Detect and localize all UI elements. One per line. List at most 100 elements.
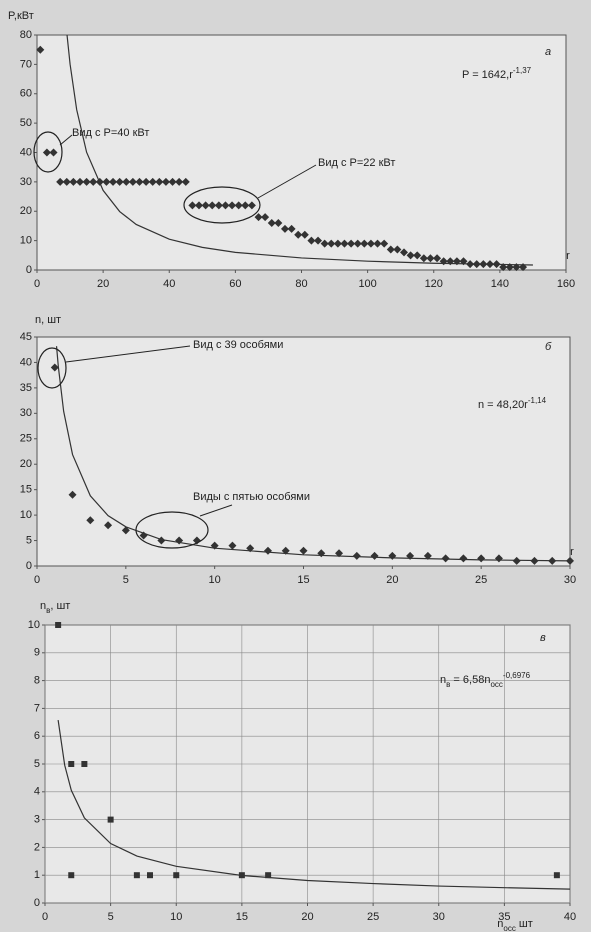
point — [459, 554, 468, 563]
point — [254, 213, 263, 222]
x-axis-title: r — [566, 250, 570, 262]
trend-line — [55, 346, 570, 562]
y-tick-label: 4 — [34, 786, 40, 798]
annotation: Вид с Р=22 кВт — [318, 157, 395, 169]
equation-part: в — [446, 680, 450, 689]
point — [419, 254, 428, 263]
point — [333, 239, 342, 248]
plot-area — [36, 34, 567, 271]
y-axis-title: P,кВт — [8, 10, 34, 22]
point — [173, 872, 180, 879]
connector — [199, 504, 233, 517]
point — [109, 177, 118, 186]
point — [267, 219, 276, 227]
x-axis-title-part: r — [570, 546, 574, 558]
equation-part: P = 1642,r — [462, 69, 513, 81]
point — [261, 213, 270, 222]
x-tick-label: 0 — [34, 574, 40, 586]
point — [89, 177, 98, 186]
x-tick-label: 35 — [498, 911, 510, 923]
point — [340, 239, 349, 248]
y-tick-label: 15 — [20, 484, 32, 496]
point — [50, 363, 59, 372]
highlight-ellipse — [33, 131, 63, 173]
x-tick-label: 20 — [301, 911, 313, 923]
y-tick-label: 7 — [34, 702, 40, 714]
point — [314, 236, 323, 245]
equation-part: -0,6976 — [503, 671, 531, 680]
y-axis-title: nв, шт — [40, 600, 70, 615]
y-tick-label: 40 — [20, 146, 32, 158]
plot-area — [36, 336, 571, 567]
point — [433, 254, 442, 263]
point — [68, 872, 75, 879]
x-tick-label: 30 — [433, 911, 445, 923]
point — [42, 148, 51, 157]
point — [175, 177, 184, 186]
point — [107, 816, 114, 823]
highlight-ellipse — [135, 511, 209, 549]
point — [423, 551, 432, 560]
point — [68, 490, 77, 499]
point — [287, 224, 296, 233]
x-tick-label: 60 — [229, 278, 241, 290]
x-tick-label: 10 — [209, 574, 221, 586]
y-tick-label: 5 — [26, 534, 32, 546]
connector — [257, 164, 317, 199]
x-tick-label: 20 — [386, 574, 398, 586]
point — [373, 239, 382, 248]
x-tick-label: 120 — [425, 278, 443, 290]
point — [360, 239, 369, 248]
x-tick-label: 25 — [475, 574, 487, 586]
y-tick-label: 6 — [34, 730, 40, 742]
x-tick-label: 140 — [491, 278, 509, 290]
point — [327, 239, 336, 248]
point — [234, 201, 243, 210]
point — [121, 526, 130, 535]
equation-part: -1,37 — [513, 66, 532, 75]
x-tick-label: 10 — [170, 911, 182, 923]
point — [214, 201, 223, 210]
point — [386, 245, 395, 254]
point — [68, 761, 75, 767]
point — [102, 177, 111, 186]
point — [104, 521, 113, 530]
y-tick-label: 0 — [26, 560, 32, 572]
y-tick-label: 20 — [20, 458, 32, 470]
point — [115, 177, 124, 186]
annotation: Вид с 39 особями — [193, 339, 283, 351]
equation-part: -1,14 — [528, 396, 547, 405]
point — [441, 554, 450, 563]
highlight-ellipse — [183, 186, 261, 224]
trend-line — [57, 719, 570, 890]
point — [69, 177, 78, 186]
equation: n = 48,20r-1,14 — [478, 396, 547, 411]
point — [280, 224, 289, 233]
point — [307, 236, 316, 245]
x-tick-label: 0 — [42, 911, 48, 923]
trend-line — [66, 35, 533, 266]
point — [181, 177, 190, 186]
point — [36, 45, 45, 54]
equation-part: осс — [490, 680, 502, 689]
panel-label: б — [545, 341, 552, 353]
y-tick-label: 1 — [34, 869, 40, 881]
x-tick-label: 80 — [295, 278, 307, 290]
x-tick-label: 25 — [367, 911, 379, 923]
equation: P = 1642,r-1,37 — [462, 66, 532, 81]
y-tick-label: 5 — [34, 758, 40, 770]
y-axis-title-part: n — [40, 600, 46, 612]
y-tick-label: 20 — [20, 205, 32, 217]
y-tick-label: 45 — [20, 331, 32, 343]
y-tick-label: 60 — [20, 88, 32, 100]
y-tick-label: 10 — [20, 509, 32, 521]
y-tick-label: 30 — [20, 407, 32, 419]
point — [128, 177, 137, 186]
point — [188, 201, 197, 210]
x-axis-title-part: r — [566, 250, 570, 262]
point — [335, 549, 344, 558]
annotation: Вид с Р=40 кВт — [72, 127, 149, 139]
x-tick-label: 160 — [557, 278, 575, 290]
y-tick-label: 0 — [26, 264, 32, 276]
